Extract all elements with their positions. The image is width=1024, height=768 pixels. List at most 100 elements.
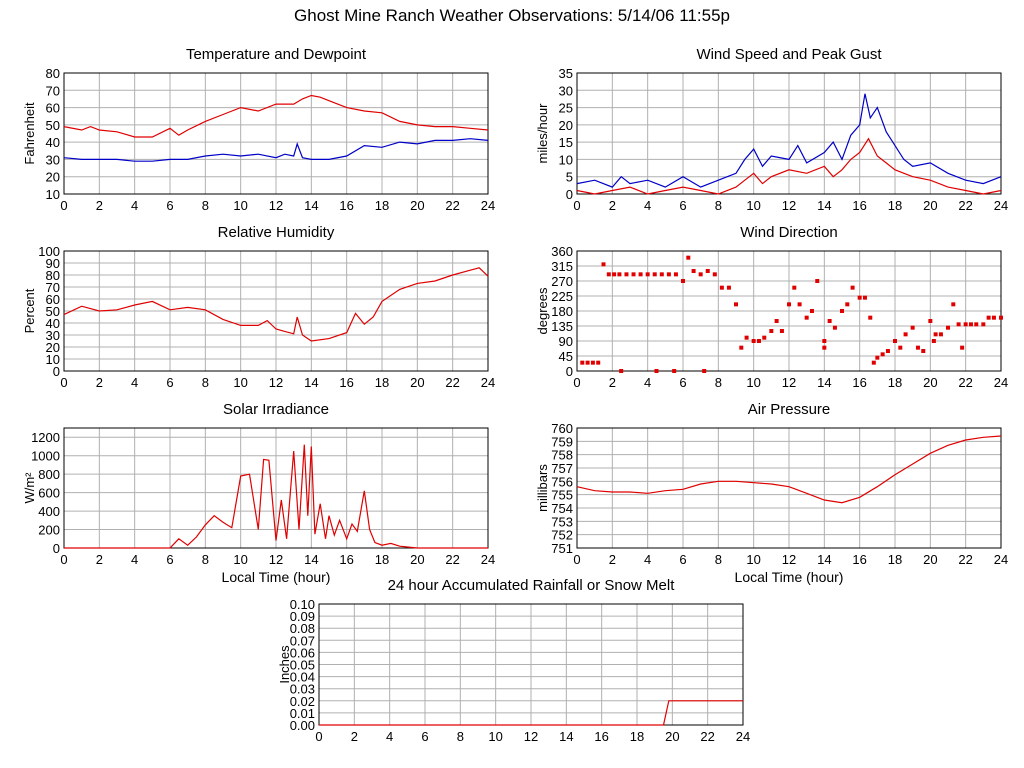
series-line-1 (63, 94, 489, 138)
x-tick-label: 22 (958, 198, 972, 213)
data-point (585, 360, 590, 365)
data-point (672, 369, 677, 373)
data-point (928, 319, 933, 323)
data-point (880, 352, 885, 357)
data-point (792, 285, 797, 290)
x-tick-label: 12 (782, 198, 796, 213)
x-tick-label: 18 (375, 375, 389, 390)
x-tick-label: 6 (166, 552, 173, 567)
y-tick-label: 10 (46, 352, 60, 367)
data-point (857, 295, 862, 300)
data-point (666, 272, 671, 277)
x-tick-label: 0 (60, 198, 67, 213)
x-tick-label: 22 (445, 198, 459, 213)
plot-frame (576, 427, 1002, 549)
y-tick-label: 1000 (31, 449, 60, 464)
data-point (619, 369, 624, 373)
x-tick-label: 12 (782, 552, 796, 567)
x-tick-label: 12 (524, 729, 538, 744)
x-tick-label: 12 (782, 375, 796, 390)
data-point (596, 360, 601, 365)
y-tick-label: 0 (566, 187, 573, 202)
data-point (903, 332, 908, 337)
x-tick-label: 2 (609, 198, 616, 213)
data-point (734, 302, 738, 307)
data-point (631, 272, 636, 277)
x-tick-label: 22 (958, 375, 972, 390)
data-point (862, 295, 867, 300)
x-tick-label: 24 (736, 729, 750, 744)
y-tick-label: 135 (551, 319, 573, 334)
y-tick-label: 90 (559, 334, 573, 349)
plot-frame (63, 427, 489, 549)
data-point (698, 272, 703, 277)
data-point (691, 269, 696, 273)
data-point (686, 255, 691, 260)
y-tick-label: 80 (46, 268, 60, 283)
series-line-1 (576, 93, 1002, 188)
y-tick-label: 0.06 (290, 645, 315, 660)
x-tick-label: 20 (923, 375, 937, 390)
data-point (751, 339, 756, 343)
x-tick-label: 6 (166, 198, 173, 213)
x-axis-label: Local Time (hour) (735, 569, 844, 585)
data-point (875, 355, 880, 360)
y-tick-label: 20 (559, 118, 573, 133)
y-tick-label: 40 (46, 316, 60, 331)
x-tick-label: 16 (852, 552, 866, 567)
y-tick-label: 25 (559, 101, 573, 116)
x-tick-label: 6 (679, 552, 686, 567)
series-line-2 (576, 137, 1002, 195)
data-point (898, 345, 903, 350)
data-point (787, 302, 791, 307)
x-tick-label: 4 (131, 375, 138, 390)
x-tick-label: 24 (994, 552, 1008, 567)
y-tick-label: 800 (38, 467, 60, 482)
y-tick-label: 20 (46, 340, 60, 355)
series-line-1 (319, 700, 743, 726)
data-point (606, 272, 611, 277)
x-tick-label: 12 (269, 375, 283, 390)
data-point (756, 339, 761, 343)
y-axis-label: miles/hour (535, 103, 550, 164)
data-point (832, 325, 837, 330)
data-point (652, 272, 657, 277)
x-tick-label: 8 (202, 552, 209, 567)
data-point (991, 315, 996, 320)
x-tick-label: 14 (817, 552, 831, 567)
data-point (719, 285, 724, 290)
data-point (951, 302, 956, 307)
data-point (871, 360, 876, 365)
y-axis-label: degrees (535, 287, 550, 334)
x-tick-label: 18 (630, 729, 644, 744)
y-tick-label: 758 (551, 448, 573, 463)
data-point (986, 315, 991, 320)
x-tick-label: 22 (445, 552, 459, 567)
x-tick-label: 4 (131, 198, 138, 213)
x-tick-label: 2 (96, 552, 103, 567)
y-tick-label: 60 (46, 101, 60, 116)
y-tick-label: 10 (46, 187, 60, 202)
data-point (845, 302, 850, 307)
y-tick-label: 0.08 (290, 621, 315, 636)
y-tick-label: 50 (46, 304, 60, 319)
x-tick-label: 0 (573, 375, 580, 390)
y-tick-label: 10 (559, 152, 573, 167)
data-point (590, 360, 595, 365)
y-tick-label: 752 (551, 528, 573, 543)
data-point (702, 369, 707, 373)
x-tick-label: 16 (852, 198, 866, 213)
chart-title: Solar Irradiance (223, 401, 329, 418)
x-tick-label: 4 (644, 198, 651, 213)
y-tick-label: 90 (46, 256, 60, 271)
x-tick-label: 8 (715, 552, 722, 567)
data-point (580, 360, 585, 365)
x-tick-label: 14 (559, 729, 573, 744)
x-tick-label: 16 (594, 729, 608, 744)
x-tick-label: 24 (481, 552, 495, 567)
y-tick-label: 759 (551, 434, 573, 449)
x-tick-label: 16 (339, 375, 353, 390)
data-point (981, 322, 986, 327)
